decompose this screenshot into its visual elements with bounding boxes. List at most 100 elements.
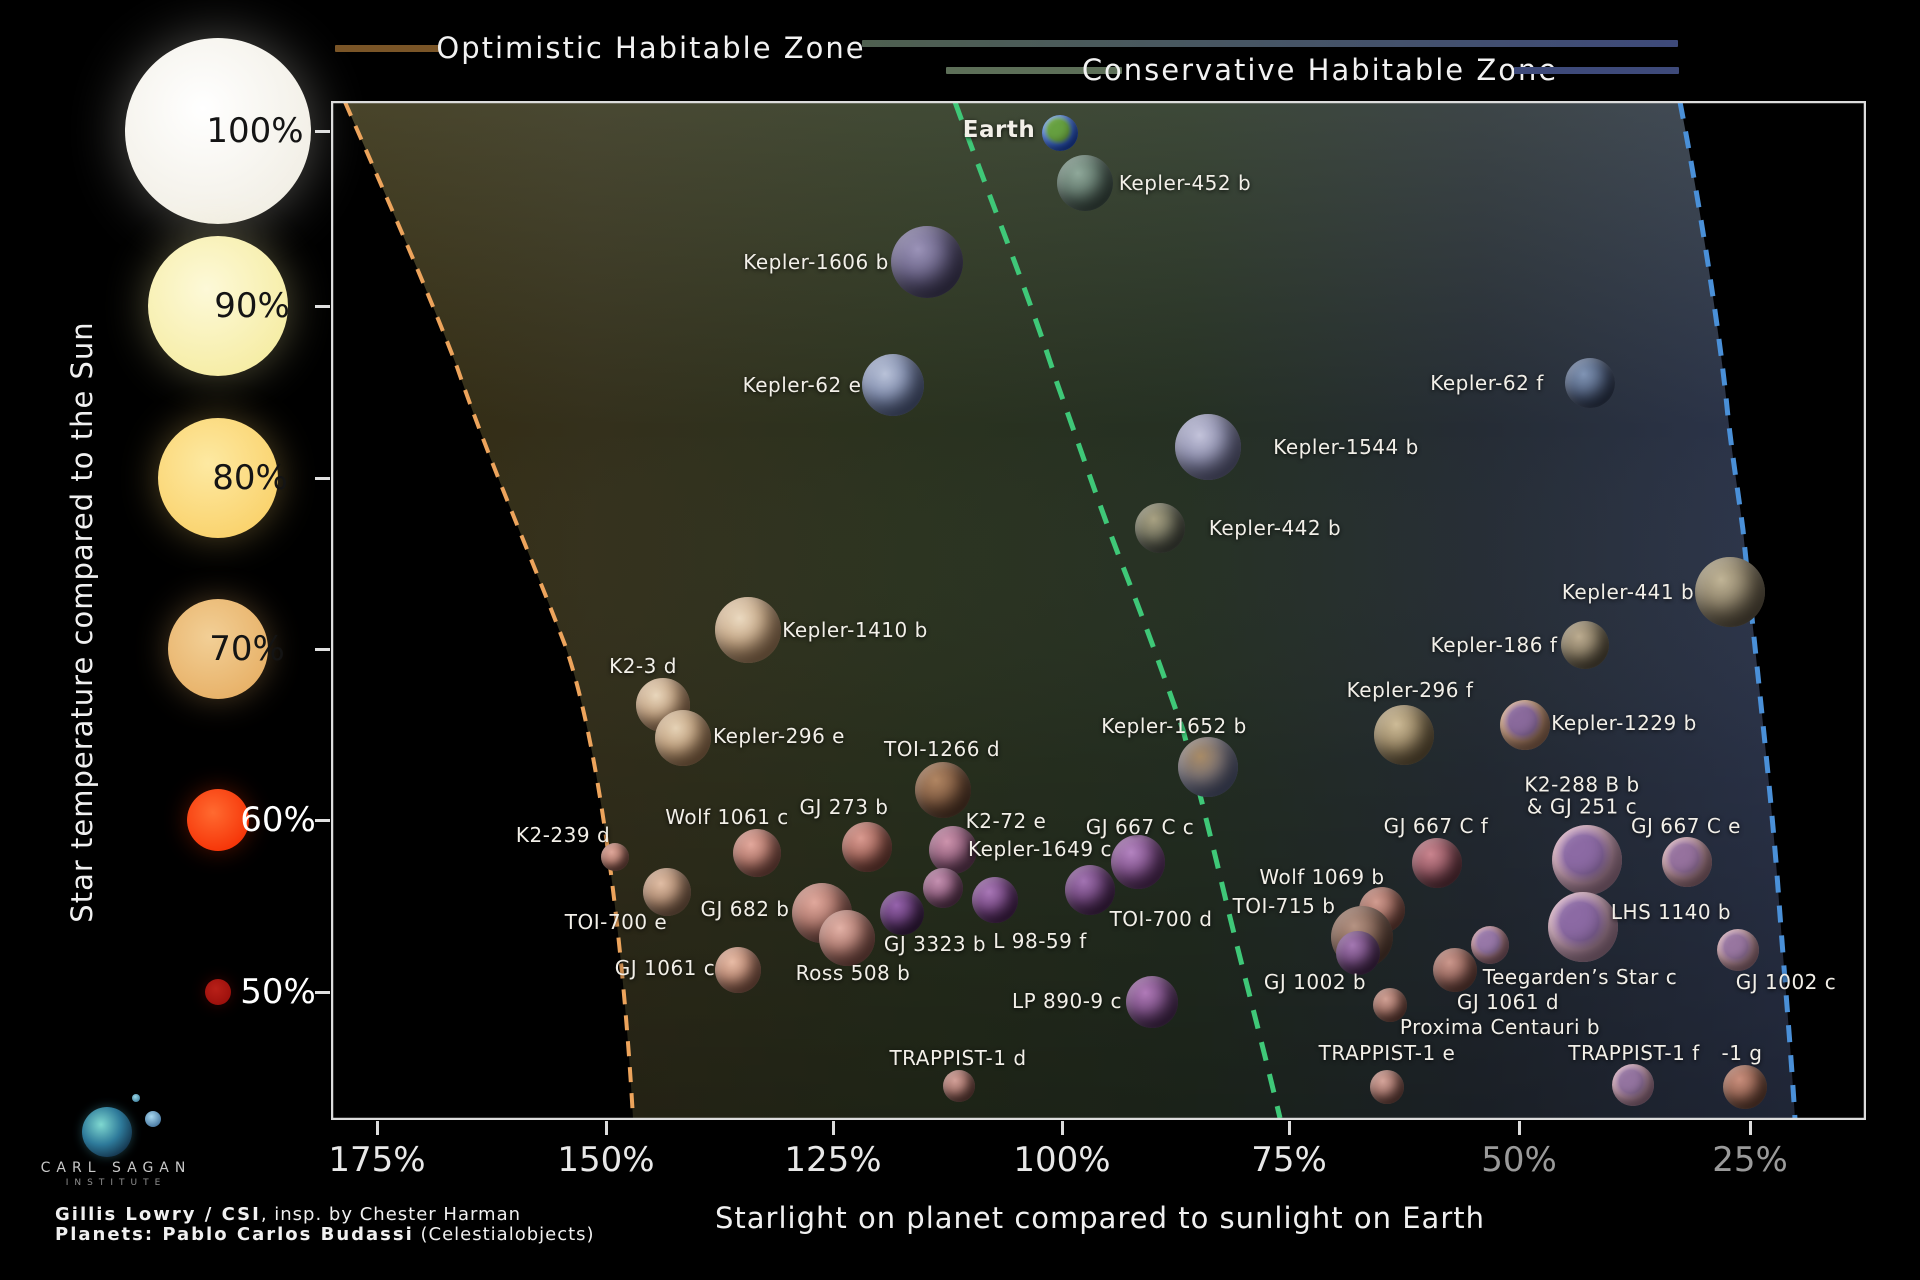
optimistic-legend-label: Optimistic Habitable Zone [436, 31, 866, 65]
x-tick-label-50%: 50% [1481, 1140, 1557, 1180]
planet-marker-Ross 508 b [819, 910, 875, 966]
conservative-zone-boundary-line [952, 101, 1283, 1119]
planet-label-GJ 1061 d: GJ 1061 d [1456, 990, 1560, 1014]
planet-marker-Kepler-186 f [1561, 621, 1609, 669]
planet-label-Kepler-62 e: Kepler-62 e [742, 373, 862, 397]
planet-marker-K2-239 d [601, 843, 629, 871]
planet-marker-TRAPPIST-1 e [1370, 1070, 1404, 1104]
planet-label-TOI-700 d: TOI-700 d [1109, 907, 1213, 931]
x-axis-tick-150% [605, 1121, 608, 1135]
star-temp-circle-90% [148, 236, 288, 376]
conservative-legend-label: Conservative Habitable Zone [1081, 53, 1559, 87]
planet-label-Proxima Centauri b: Proxima Centauri b [1399, 1015, 1601, 1039]
planet-label-Kepler-296 f: Kepler-296 f [1346, 678, 1474, 702]
x-axis-tick-75% [1288, 1121, 1291, 1135]
csi-logo-dot-small [132, 1094, 140, 1102]
y-tick-label-70%: 70% [209, 629, 285, 669]
planet-label-Kepler-452 b: Kepler-452 b [1118, 171, 1252, 195]
planet-label-Kepler-1229 b: Kepler-1229 b [1551, 711, 1697, 735]
y-axis-tick-90% [315, 305, 330, 308]
planet-marker-Kepler-1649 c [972, 877, 1018, 923]
planet-marker-TOI-700 d [1065, 865, 1115, 915]
x-axis-tick-175% [376, 1121, 379, 1135]
planet-marker-L 98-59 f [923, 868, 963, 908]
planet-marker-Teegarden’s Star c [1471, 926, 1509, 964]
planet-label-Kepler-441 b: Kepler-441 b [1561, 580, 1695, 604]
y-tick-label-90%: 90% [214, 286, 290, 326]
y-axis-tick-50% [315, 991, 330, 994]
planet-marker-TRAPPIST-1 f [1612, 1064, 1654, 1106]
planet-marker-Wolf 1061 c [733, 829, 781, 877]
planet-label-Kepler-1410 b: Kepler-1410 b [782, 618, 928, 642]
mask-left-of-optimistic [331, 102, 633, 1118]
plot-border [331, 101, 1866, 1120]
mask-right-of-outer [1680, 102, 1866, 1119]
planet-label-Kepler-442 b: Kepler-442 b [1208, 516, 1342, 540]
planet-label-Ross 508 b: Ross 508 b [795, 961, 911, 985]
planet-marker-Earth [1042, 115, 1078, 151]
y-axis-tick-80% [315, 477, 330, 480]
y-tick-label-50%: 50% [240, 972, 316, 1012]
planet-label-L 98-59 f: L 98-59 f [993, 929, 1087, 953]
planet-marker-Kepler-1652 b [1178, 737, 1238, 797]
planet-label-GJ 1002 b: GJ 1002 b [1263, 970, 1367, 994]
optimistic-zone-boundary-line [343, 101, 635, 1119]
planet-marker-Kepler-441 b [1695, 557, 1765, 627]
planet-marker-Kepler-1544 b [1175, 414, 1241, 480]
conservative-legend-line [946, 67, 1122, 74]
planet-label-Kepler-1649 c: Kepler-1649 c [968, 837, 1112, 861]
planet-label-Wolf 1061 c: Wolf 1061 c [665, 805, 789, 829]
planet-marker-LHS 1140 b [1548, 892, 1618, 962]
optimistic-legend-line [335, 45, 441, 52]
planet-label-Kepler-186 f: Kepler-186 f [1430, 633, 1558, 657]
star-temp-circle-70% [168, 599, 268, 699]
planet-marker-K2-288 B b & GJ 251 c [1552, 825, 1622, 895]
planet-label-GJ 1061 c: GJ 1061 c [614, 956, 716, 980]
y-tick-label-80%: 80% [212, 458, 288, 498]
planet-marker-Kepler-1410 b [715, 597, 781, 663]
planet-label-TOI-700 e: TOI-700 e [564, 910, 668, 934]
planet-label-Kepler-1652 b: Kepler-1652 b [1101, 714, 1247, 738]
planet-marker-TRAPPIST-1 d [943, 1070, 975, 1102]
planet-label-TRAPPIST-1 d: TRAPPIST-1 d [889, 1046, 1027, 1070]
csi-logo-dot-medium [145, 1111, 161, 1127]
star-temp-circle-100% [125, 38, 311, 224]
planet-label-K2-288 B b & GJ 251 c: K2-288 B b & GJ 251 c [1524, 772, 1640, 818]
y-axis-tick-100% [315, 130, 330, 133]
y-axis-tick-70% [315, 648, 330, 651]
credit-author: Gillis Lowry / CSI [55, 1204, 261, 1225]
planet-label-TRAPPIST-1 g: -1 g [1721, 1041, 1763, 1065]
planet-marker-Kepler-1229 b [1500, 700, 1550, 750]
planet-label-GJ 667 C f: GJ 667 C f [1383, 814, 1489, 838]
planet-label-Kepler-1544 b: Kepler-1544 b [1273, 435, 1419, 459]
planet-marker-GJ 667 C f [1412, 838, 1462, 888]
credit-line-2: Planets: Pablo Carlos Budassi (Celestial… [55, 1224, 595, 1245]
csi-logo-name: CARL SAGAN [40, 1160, 192, 1176]
planet-label-GJ 273 b: GJ 273 b [799, 795, 889, 819]
planet-label-Kepler-1606 b: Kepler-1606 b [743, 250, 889, 274]
y-tick-label-60%: 60% [240, 800, 316, 840]
planet-label-Wolf 1069 b: Wolf 1069 b [1259, 865, 1385, 889]
planet-label-Kepler-62 f: Kepler-62 f [1430, 371, 1544, 395]
planet-marker-Kepler-62 e [862, 354, 924, 416]
planet-marker-Kepler-1606 b [891, 226, 963, 298]
plot-area [331, 101, 1866, 1120]
planet-marker-Kepler-296 f [1374, 705, 1434, 765]
credit-planet-source: (Celestialobjects) [413, 1224, 595, 1245]
planet-marker-K2-72 e [929, 826, 977, 874]
x-tick-label-100%: 100% [1013, 1140, 1111, 1180]
x-tick-label-150%: 150% [557, 1140, 655, 1180]
planet-marker-Kepler-442 b [1135, 503, 1185, 553]
x-tick-label-75%: 75% [1251, 1140, 1327, 1180]
x-axis-tick-50% [1518, 1121, 1521, 1135]
planet-label-GJ 667 C e: GJ 667 C e [1631, 814, 1741, 838]
x-axis-tick-125% [832, 1121, 835, 1135]
planet-label-Kepler-296 e: Kepler-296 e [713, 724, 845, 748]
planet-label-TRAPPIST-1 e: TRAPPIST-1 e [1318, 1041, 1456, 1065]
planet-label-LP 890-9 c: LP 890-9 c [1011, 989, 1123, 1013]
credit-inspiration: , insp. by Chester Harman [260, 1204, 522, 1225]
planet-label-GJ 1002 c: GJ 1002 c [1735, 970, 1837, 994]
csi-logo-subname: INSTITUTE [65, 1178, 167, 1188]
y-axis-title: Star temperature compared to the Sun [65, 321, 99, 923]
